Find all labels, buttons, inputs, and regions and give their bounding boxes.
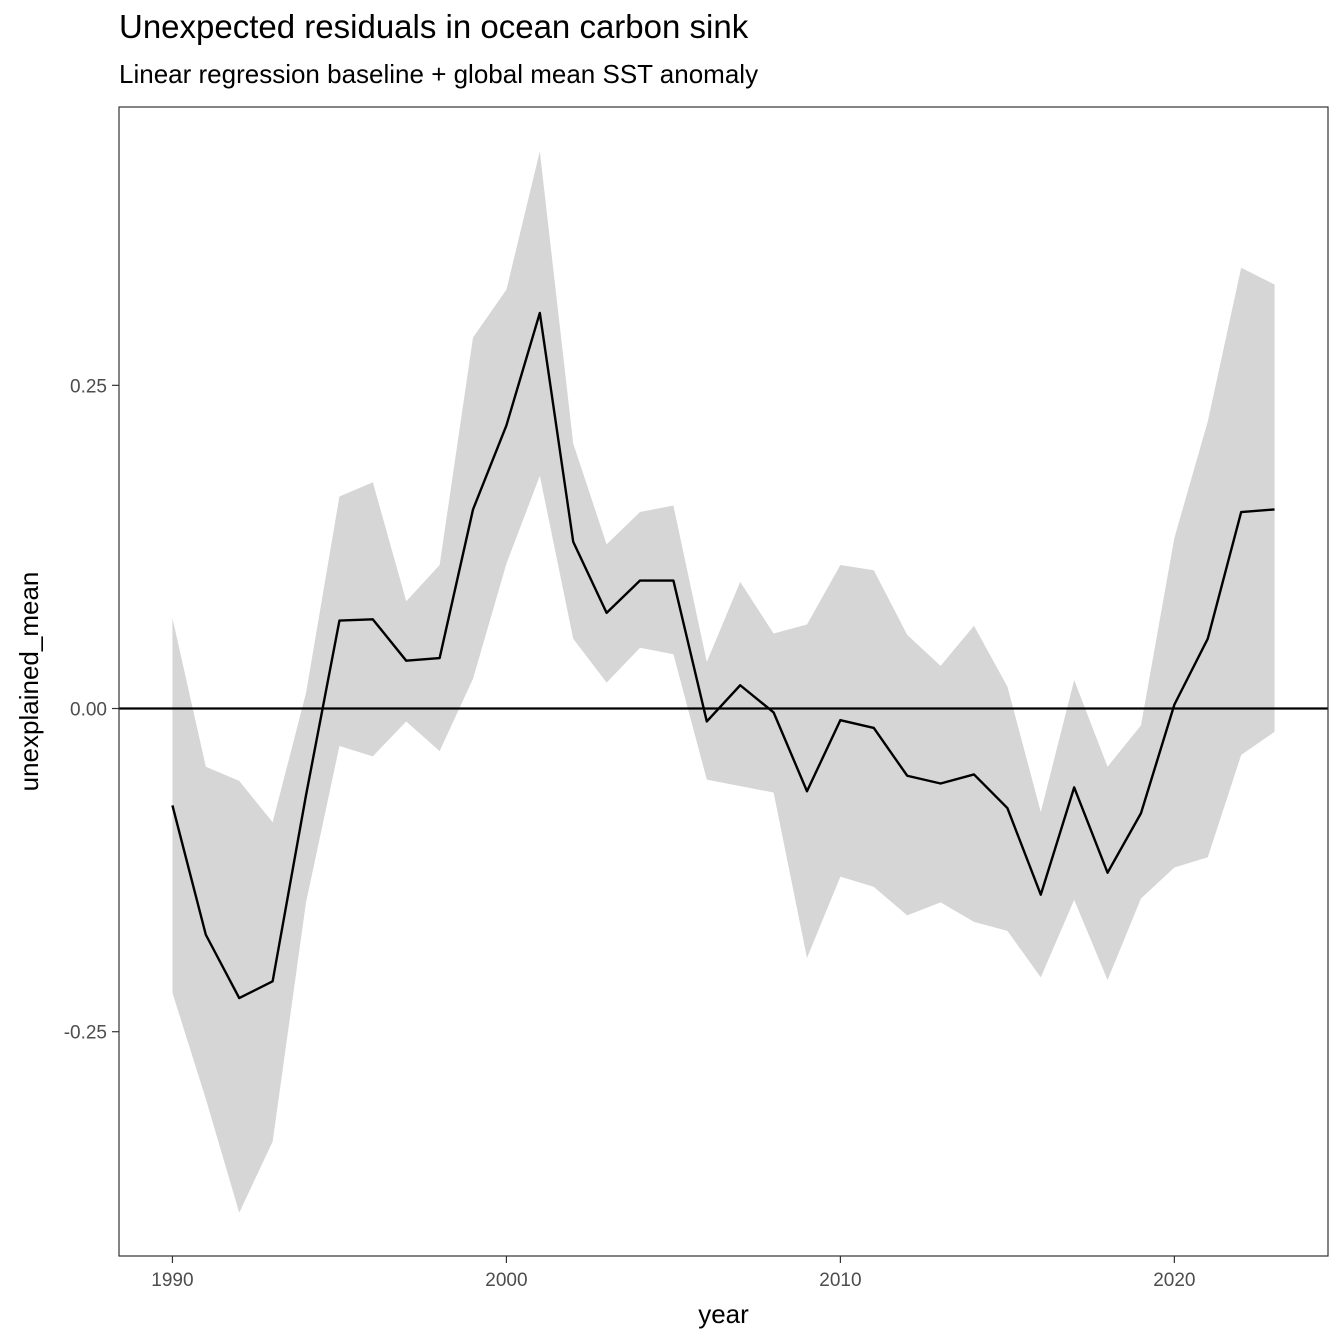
data-point: [906, 775, 908, 777]
x-tick-label: 2010: [819, 1270, 861, 1291]
data-point: [272, 980, 274, 982]
data-point: [439, 657, 441, 659]
y-axis: -0.25 0.00 0.25: [64, 376, 119, 1044]
data-point: [305, 794, 307, 796]
chart-subtitle: Linear regression baseline + global mean…: [119, 59, 759, 89]
data-point: [405, 660, 407, 662]
data-point: [706, 720, 708, 722]
data-point: [505, 424, 507, 426]
x-axis: 1990 2000 2010 2020: [151, 1256, 1196, 1291]
data-point: [539, 312, 541, 314]
data-point: [1173, 704, 1175, 706]
data-point: [1073, 786, 1075, 788]
data-point: [238, 997, 240, 999]
data-point: [1207, 638, 1209, 640]
data-point: [739, 684, 741, 686]
data-point: [1040, 894, 1042, 896]
data-point: [873, 727, 875, 729]
confidence-ribbon: [172, 151, 1275, 1213]
data-point: [773, 711, 775, 713]
data-point: [171, 804, 173, 806]
data-point: [672, 580, 674, 582]
data-point: [1006, 807, 1008, 809]
data-point: [806, 790, 808, 792]
data-point: [940, 783, 942, 785]
x-tick-label: 2020: [1153, 1270, 1195, 1291]
y-axis-title: unexplained_mean: [14, 572, 44, 792]
mean-series-line: [171, 311, 1275, 1000]
chart-title: Unexpected residuals in ocean carbon sin…: [119, 8, 749, 45]
data-point: [372, 618, 374, 620]
ribbon-layer: [172, 151, 1275, 1213]
line-layer: [171, 311, 1275, 1000]
x-tick-label: 2000: [485, 1270, 527, 1291]
x-tick-label: 1990: [151, 1270, 193, 1291]
x-axis-title: year: [698, 1299, 749, 1329]
y-tick-label: 0.00: [70, 700, 107, 721]
data-point: [572, 541, 574, 543]
data-point: [1274, 508, 1276, 510]
data-point: [1240, 511, 1242, 513]
y-tick-label: 0.25: [70, 376, 107, 397]
y-tick-label: -0.25: [64, 1023, 107, 1044]
data-point: [338, 620, 340, 622]
data-point: [472, 508, 474, 510]
data-point: [839, 719, 841, 721]
data-point: [639, 580, 641, 582]
data-point: [1107, 872, 1109, 874]
data-point: [973, 773, 975, 775]
plot-panel-border: [118, 106, 1329, 1257]
data-point: [205, 934, 207, 936]
data-point: [606, 612, 608, 614]
data-point: [1140, 812, 1142, 814]
